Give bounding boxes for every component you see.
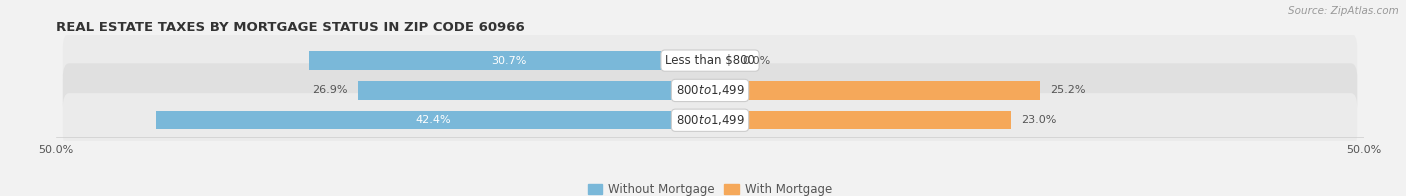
Text: $800 to $1,499: $800 to $1,499 — [675, 83, 745, 97]
Text: $800 to $1,499: $800 to $1,499 — [675, 113, 745, 127]
Bar — [359, 81, 710, 100]
Bar — [710, 81, 1039, 100]
Text: 30.7%: 30.7% — [492, 56, 527, 66]
FancyBboxPatch shape — [63, 93, 1357, 147]
Bar — [710, 111, 1011, 130]
FancyBboxPatch shape — [63, 34, 1357, 88]
Text: 23.0%: 23.0% — [1021, 115, 1057, 125]
Text: 0.0%: 0.0% — [742, 56, 770, 66]
Text: 25.2%: 25.2% — [1050, 85, 1085, 95]
Bar — [710, 51, 730, 70]
FancyBboxPatch shape — [63, 63, 1357, 118]
Bar — [308, 51, 710, 70]
Text: 42.4%: 42.4% — [415, 115, 451, 125]
Bar — [156, 111, 710, 130]
Legend: Without Mortgage, With Mortgage: Without Mortgage, With Mortgage — [583, 178, 837, 196]
Text: 26.9%: 26.9% — [312, 85, 347, 95]
Text: Source: ZipAtlas.com: Source: ZipAtlas.com — [1288, 6, 1399, 16]
Text: Less than $800: Less than $800 — [665, 54, 755, 67]
Text: REAL ESTATE TAXES BY MORTGAGE STATUS IN ZIP CODE 60966: REAL ESTATE TAXES BY MORTGAGE STATUS IN … — [56, 21, 524, 34]
